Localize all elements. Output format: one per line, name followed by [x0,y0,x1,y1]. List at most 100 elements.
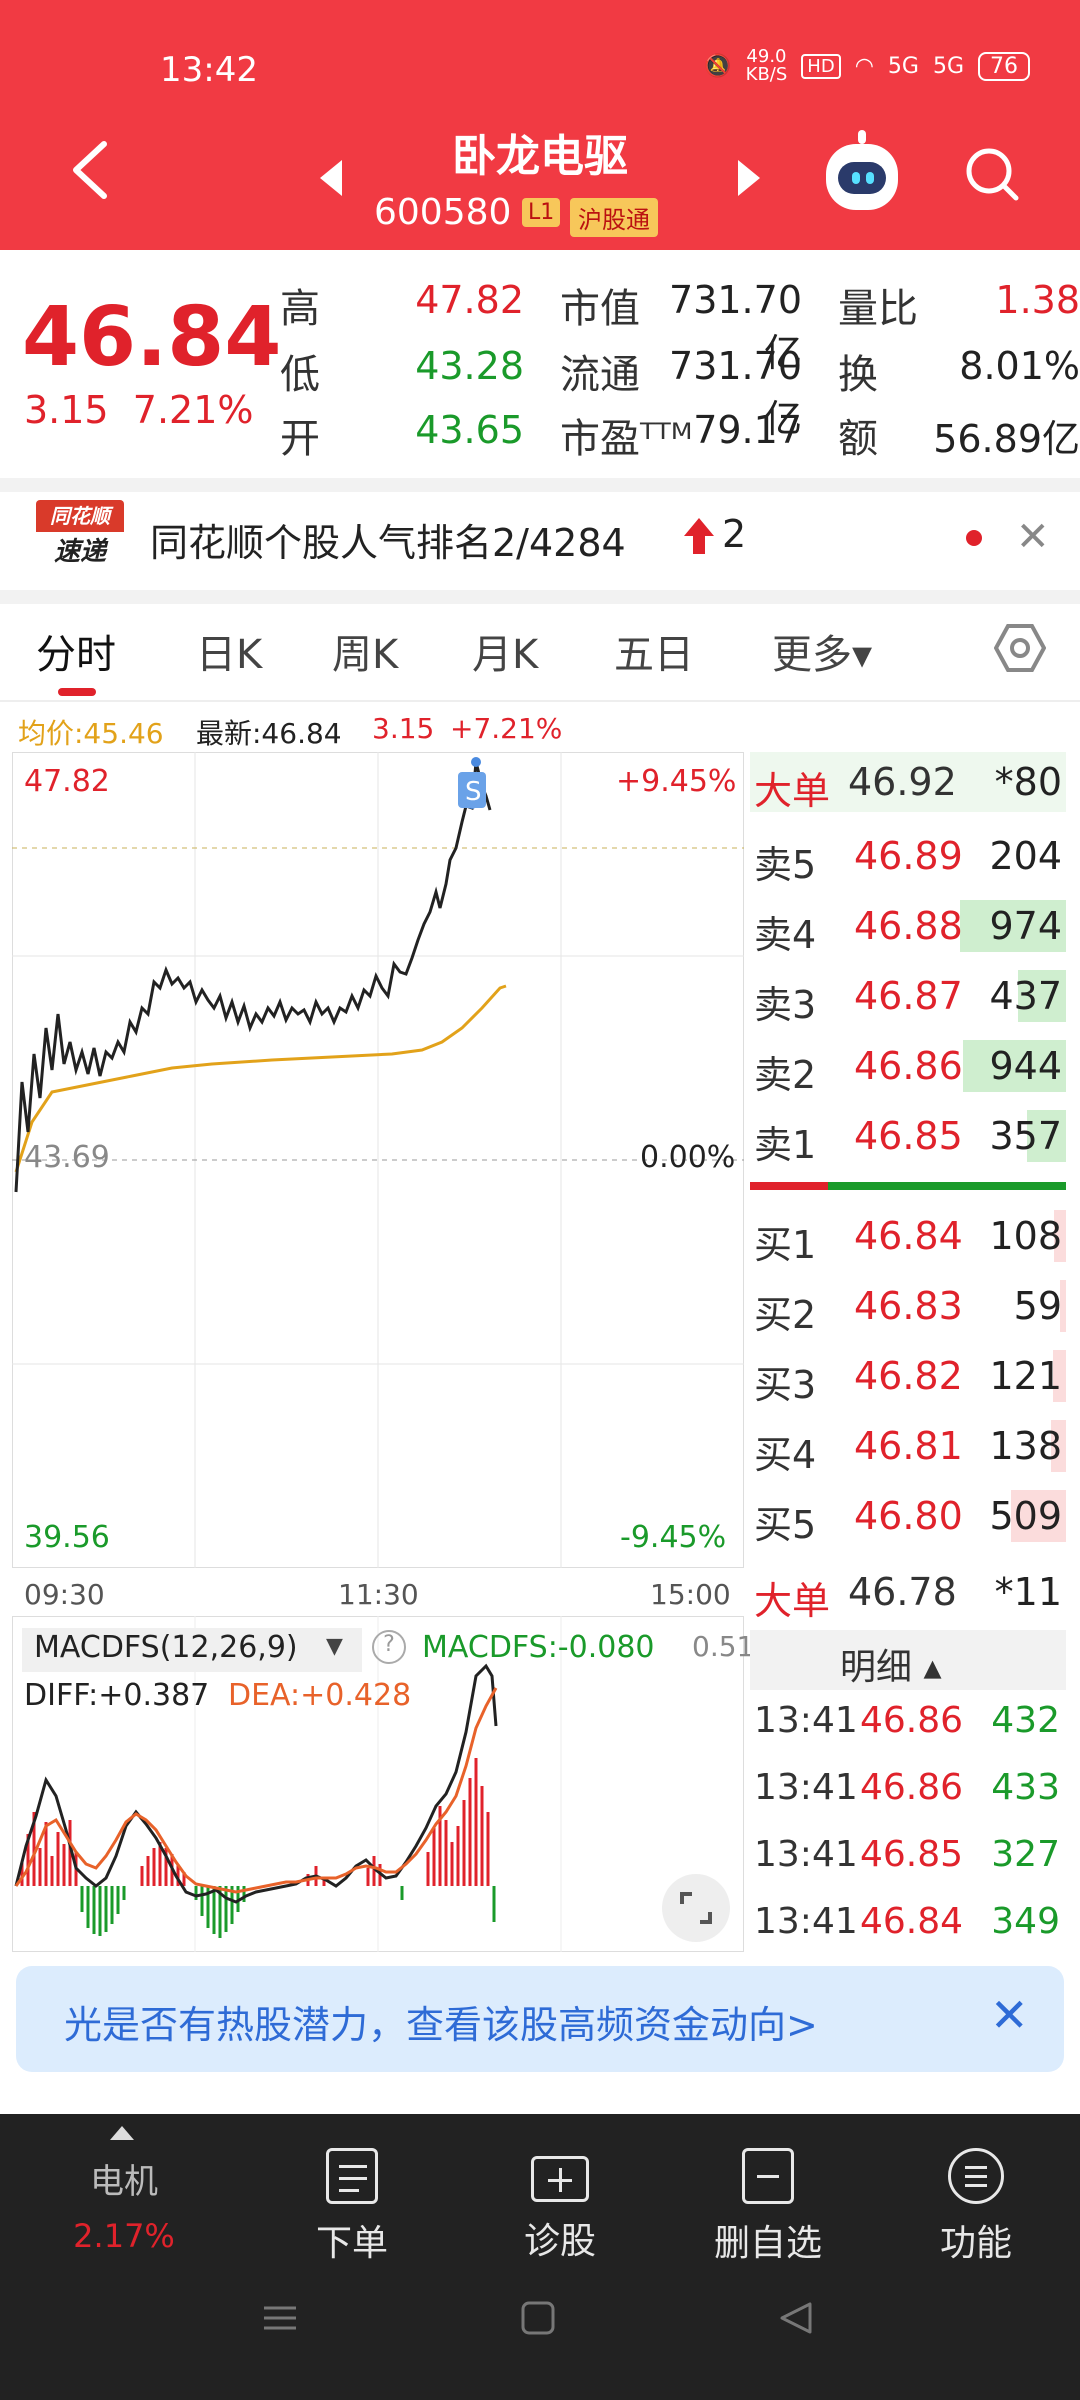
home-icon[interactable] [520,2300,556,2336]
tab-five-day[interactable]: 五日 [614,632,694,678]
expand-chart-icon[interactable] [660,1872,732,1944]
dropdown-icon[interactable]: ▼ [326,1634,343,1659]
intraday-chart[interactable]: S [12,752,744,1568]
chart-high-pct: +9.45% [616,764,737,799]
big-buy-order: 大单 46.78 *11 [754,1570,1062,1623]
chart-high-label: 47.82 [24,764,110,799]
help-icon[interactable]: ? [372,1630,406,1664]
close-rank-icon[interactable]: ✕ [1016,514,1050,560]
remove-watchlist-button[interactable]: 删自选 [688,2148,848,2266]
menu-icon [948,2148,1004,2204]
level-badge: L1 [522,198,561,227]
diff-value: DIFF:+0.387 [24,1678,210,1713]
open-value: 43.65 [415,408,524,452]
recent-apps-icon[interactable] [262,2300,298,2336]
trade-price: 46.86 [860,1700,964,1741]
ask-label: 卖4 [754,913,817,957]
low-label: 低 [280,352,320,398]
bid-label: 买3 [754,1363,817,1407]
status-bar-icons: 🔕 49.0 KB/S HD ◠ 5G 5G 76 [704,48,1030,84]
remove-label: 删自选 [713,2223,822,2264]
latest-price: 最新:46.84 [196,717,342,750]
trade-vol: 349 [991,1901,1060,1942]
tab-more[interactable]: 更多▾ [772,632,873,678]
diagnose-button[interactable]: 诊股 [480,2148,640,2264]
sector-button[interactable]: 电机 2.17% [44,2154,204,2255]
order-label: 下单 [315,2223,388,2264]
latest-change: 3.15 [372,712,435,745]
bid-label: 买1 [754,1223,817,1267]
next-stock-icon[interactable] [738,160,760,196]
trade-vol: 432 [991,1700,1060,1741]
volume-bar [963,1040,1066,1092]
bid-price: 46.83 [854,1284,963,1328]
back-arrow-icon[interactable] [70,140,110,200]
divider [0,478,1080,492]
status-time: 13:42 [160,50,258,90]
ask-label: 卖5 [754,843,817,887]
low-value: 43.28 [415,344,524,388]
bid-price: 46.80 [854,1494,963,1538]
stock-name: 卧龙电驱 [452,131,628,182]
ask-row: 卖2 46.86 944 [750,1036,1066,1097]
signal-icon: 5G [887,53,919,79]
ask-row: 卖1 46.85 357 [750,1106,1066,1167]
bid-vol: 121 [989,1354,1062,1398]
ask-label: 卖2 [754,1053,817,1097]
ths-flash-logo: 同花顺 速递 [36,500,124,572]
expand-up-icon[interactable] [110,2126,134,2140]
tab-daily-k[interactable]: 日K [196,632,263,678]
mcap-label: 市值 [560,286,640,332]
ask-vol: 357 [989,1114,1062,1158]
chart-mid-pct: 0.00% [640,1140,736,1175]
notification-dot [966,530,982,546]
amount-label: 额 [838,416,878,462]
banner-text[interactable]: 光是否有热股潜力，查看该股高频资金动向> [64,2003,818,2047]
open-label: 开 [280,416,320,462]
order-button[interactable]: 下单 [272,2148,432,2266]
chart-prev-close: 43.69 [24,1140,110,1175]
tab-monthly-k[interactable]: 月K [472,632,539,678]
robot-assistant-icon[interactable] [826,130,898,210]
volume-bar [960,900,1066,952]
detail-title[interactable]: 明细 ▴ [840,1647,942,1688]
settings-icon[interactable] [994,622,1046,674]
close-banner-icon[interactable]: ✕ [990,1988,1029,2042]
function-button[interactable]: 功能 [896,2148,1056,2266]
search-icon[interactable] [964,146,1020,202]
divider [0,590,1080,604]
hd-icon: HD [801,53,841,79]
bid-vol: 59 [1013,1284,1062,1328]
net-speed: 49.0 KB/S [745,46,788,85]
diagnose-label: 诊股 [523,2221,596,2262]
trade-time: 13:41 [754,1834,858,1875]
active-tab-indicator [58,688,96,696]
prev-stock-icon[interactable] [320,160,342,196]
popularity-rank[interactable]: 同花顺个股人气排名2/4284 [150,521,626,565]
bid-row: 买1 46.84 108 [750,1206,1066,1267]
change-pct: 7.21% [132,388,254,432]
macd-value: MACDFS:-0.080 [422,1630,655,1665]
ask-vol: 944 [989,1044,1062,1088]
document-icon [326,2148,378,2204]
ask-price: 46.86 [854,1044,963,1088]
macd-selector[interactable] [22,1628,362,1672]
tab-intraday[interactable]: 分时 [36,632,116,678]
trade-vol: 433 [991,1767,1060,1808]
ask-vol: 437 [989,974,1062,1018]
volume-bar [1018,970,1066,1022]
price-change: 3.15 7.21% [24,388,254,432]
macd-chart[interactable] [12,1616,744,1952]
macd-indicator-name[interactable]: MACDFS(12,26,9) [34,1630,298,1665]
detail-header[interactable]: 明细 ▴ [750,1630,1066,1690]
signal-icon-2: 5G [932,53,964,79]
volume-bar [1053,1350,1066,1402]
ask-label: 卖1 [754,1123,817,1167]
battery-icon: 76 [978,51,1030,81]
tab-weekly-k[interactable]: 周K [332,632,399,678]
rank-change: 2 [722,512,747,556]
fund-flow-banner[interactable]: 光是否有热股潜力，查看该股高频资金动向> ✕ [16,1966,1064,2072]
back-nav-icon[interactable] [778,2300,814,2336]
sector-name: 电机 [90,2162,158,2202]
bid-ask-ratio-bar [750,1182,1066,1190]
